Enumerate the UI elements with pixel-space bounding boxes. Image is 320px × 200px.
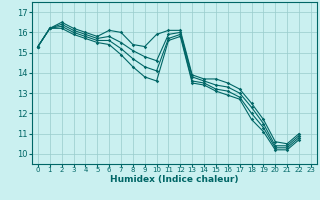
X-axis label: Humidex (Indice chaleur): Humidex (Indice chaleur): [110, 175, 239, 184]
